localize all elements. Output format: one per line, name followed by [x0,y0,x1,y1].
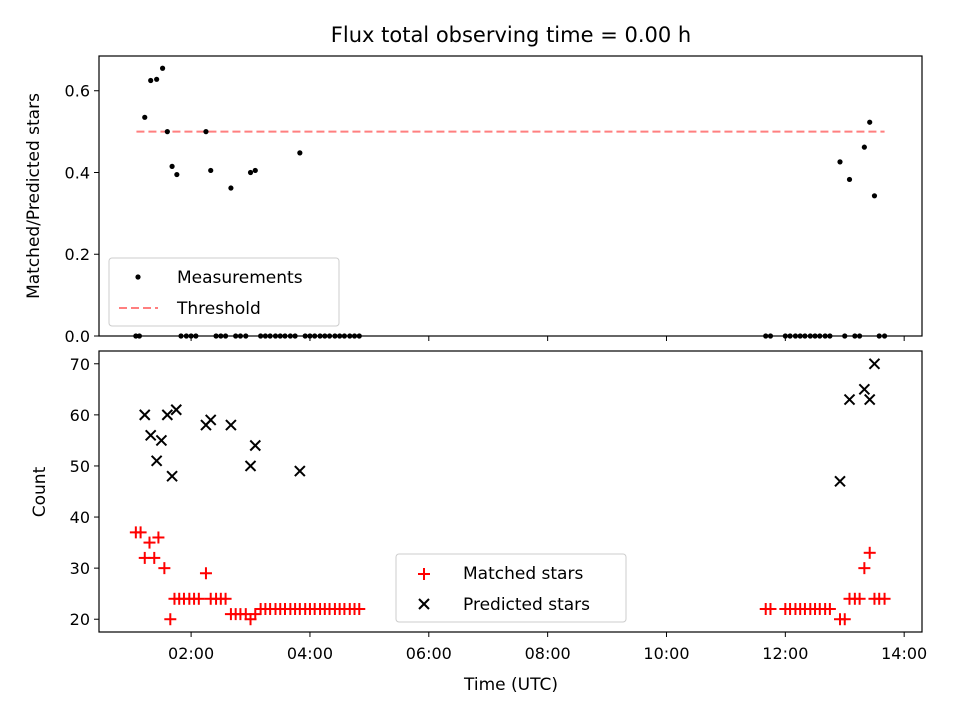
matched-star-point [152,531,165,544]
predicted-star-point [858,383,871,396]
y-tick-label: 50 [70,457,90,476]
predicted-star-point [170,404,182,416]
x-axis-label: Time (UTC) [463,675,558,695]
legend-matched-label: Matched stars [463,564,583,584]
y-tick-label: 0.0 [65,327,90,346]
top-x-ticks [190,336,905,341]
measurement-point [867,119,873,125]
bottom-plot-marks [129,358,891,626]
legend-measurements-marker [135,274,141,280]
matched-star-point [858,562,871,575]
y-tick-label: 40 [70,508,90,527]
matched-star-point [823,603,836,616]
y-tick-label: 0.6 [65,82,90,101]
legend-measurements-label: Measurements [177,268,303,288]
predicted-star-point [834,475,846,487]
matched-star-point [219,592,232,605]
measurement-point [154,76,160,82]
measurement-point [846,176,853,183]
measurement-point [203,129,209,135]
predicted-star-point [155,434,168,447]
chart-title: Flux total observing time = 0.00 h [331,23,691,47]
bottom-x-ticks: 02:00 04:00 06:00 08:00 10:00 12:00 14:00 [168,632,927,663]
y-tick-label: 0.2 [65,245,90,264]
matched-star-point [863,546,876,559]
predicted-star-point [205,414,217,426]
matched-star-point [134,526,147,539]
legend-predicted-label: Predicted stars [463,595,590,615]
predicted-star-point [249,439,261,452]
x-tick-label: 10:00 [643,644,689,663]
matched-star-point [838,613,851,626]
matched-star-point [249,608,262,621]
matched-star-point [878,592,891,605]
measurement-point [159,65,166,71]
matched-star-point [353,603,366,616]
matched-star-point [853,592,866,605]
predicted-star-point [161,409,174,421]
y-tick-label: 70 [70,355,90,374]
predicted-star-point [166,470,178,482]
matched-star-point [164,613,177,626]
matched-star-point [143,536,156,549]
measurement-point [247,169,254,176]
predicted-star-point [144,429,157,442]
predicted-star-point [225,419,237,431]
y-tick-label: 20 [70,610,90,629]
legend-threshold-label: Threshold [176,299,261,319]
measurement-point [208,167,214,174]
top-y-axis-label: Matched/Predicted stars [24,93,44,299]
matched-star-point [764,603,777,616]
measurement-point [164,129,170,135]
measurement-point [228,185,234,191]
bottom-plot: 20 30 40 50 60 70 02:00 04:00 06:00 08:00 10:00 12… [30,350,927,695]
bottom-legend-box [395,553,627,623]
measurement-point [169,163,175,169]
x-tick-label: 08:00 [525,644,571,663]
matched-star-point [158,562,171,575]
x-tick-label: 06:00 [406,644,452,663]
top-y-ticks: 0.0 0.2 0.4 0.6 [65,82,99,346]
top-plot-marks [133,65,888,339]
measurement-point [837,159,843,165]
legend-predicted-marker [418,598,430,610]
bottom-y-ticks: 20 30 40 50 60 70 [70,355,99,629]
predicted-star-point [843,393,856,406]
measurement-point [252,167,258,174]
x-tick-label: 04:00 [287,644,333,663]
x-tick-label: 14:00 [881,644,927,663]
bottom-y-axis-label: Count [30,466,50,517]
y-tick-label: 30 [70,559,90,578]
top-plot-frame [98,55,923,337]
x-tick-label: 02:00 [168,644,214,663]
predicted-star-point [150,455,163,467]
matched-star-point [192,592,205,605]
bottom-plot-frame [98,350,923,633]
measurement-point [861,144,867,150]
predicted-star-point [244,460,257,472]
measurement-point [871,193,878,199]
measurement-point [142,114,148,120]
top-legend: Measurements Threshold [108,257,340,327]
x-tick-label: 12:00 [762,644,808,663]
bottom-legend: Matched stars Predicted stars [395,553,627,623]
predicted-star-point [868,358,881,370]
predicted-star-point [294,465,306,477]
top-plot: 0.0 0.2 0.4 0.6 Matched/Predicted stars Mea… [24,55,923,346]
y-tick-label: 60 [70,406,90,425]
matched-star-point [148,551,161,564]
legend-matched-marker [418,568,430,580]
predicted-star-point [139,409,151,421]
measurement-point [174,171,180,178]
top-legend-box [108,257,340,327]
matched-star-point [199,567,212,580]
y-tick-label: 0.4 [65,163,90,182]
measurement-point [148,77,154,84]
predicted-star-point [864,393,876,406]
measurement-point [297,150,303,156]
